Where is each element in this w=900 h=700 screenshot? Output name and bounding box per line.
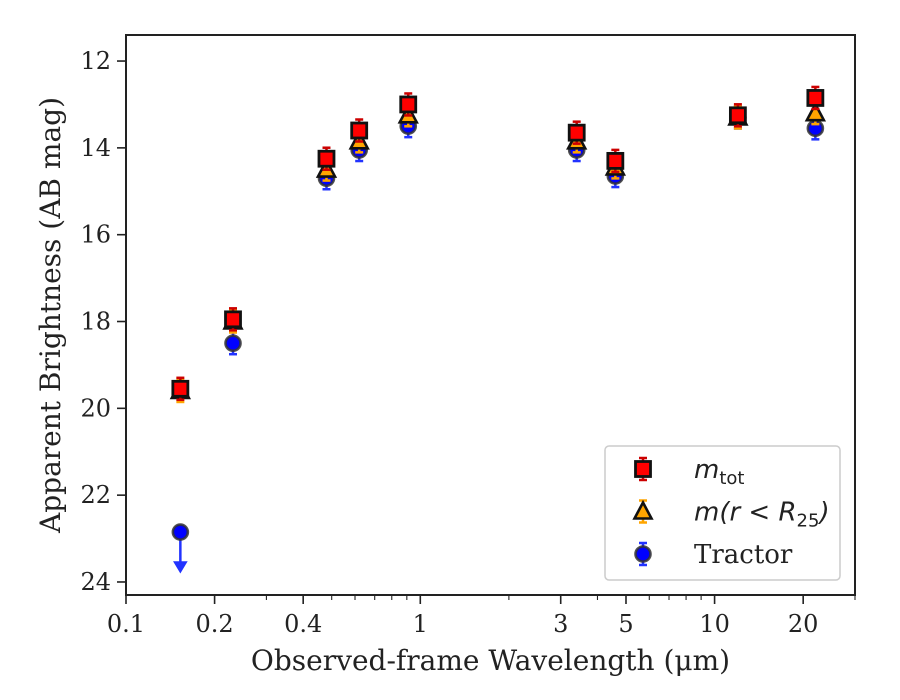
data-point-m_tot (606, 151, 625, 170)
y-tick-label: 16 (80, 221, 111, 249)
legend-entry-tractor: Tractor (634, 540, 793, 570)
data-point-m_tot (224, 310, 242, 329)
data-point-tractor (171, 523, 190, 541)
data-point-m_tot (399, 95, 418, 114)
data-point-tractor (224, 334, 242, 353)
legend-label-m_tot: mtot (694, 455, 744, 489)
axes: 0.1 0.2 0.4 1 3 5 10 20 12 14 16 18 20 22 24 (80, 34, 856, 638)
y-tick-label: 12 (80, 47, 111, 75)
upper-limit-arrow (173, 561, 188, 574)
legend: mtot m(r < R25) Tractor (604, 445, 841, 581)
legend-label-m_r_lt_R25: m(r < R25) (694, 498, 830, 532)
x-tick-label: 0.4 (284, 610, 322, 638)
x-tick-label: 0.2 (196, 610, 234, 638)
x-tick-label: 1 (413, 610, 428, 638)
legend-box (604, 445, 841, 581)
legend-label-tractor: Tractor (694, 540, 793, 570)
plot-area (169, 85, 827, 574)
data-point-m_r_lt_R25 (804, 101, 827, 122)
legend-marker-tractor (634, 545, 652, 563)
legend-entry-m_tot: mtot (634, 455, 744, 489)
data-point-m_tot (171, 379, 190, 398)
legend-label-sub: tot (719, 468, 744, 489)
y-tick-label: 24 (80, 568, 111, 596)
series-m_r_lt_R25 (169, 100, 827, 404)
series-m_tot (171, 85, 825, 402)
legend-marker-m_r_lt_R25 (632, 499, 654, 520)
y-tick-label: 20 (80, 394, 111, 422)
legend-label-base: m(r < R (694, 498, 797, 528)
legend-label-sub: 25 (797, 511, 820, 532)
data-point-m_tot (806, 89, 825, 107)
data-point-m_tot (728, 106, 747, 125)
y-axis-label: Apparent Brightness (AB mag) (34, 97, 67, 534)
x-tick-label: 5 (618, 610, 633, 638)
data-point-m_tot (350, 121, 369, 140)
legend-label-base: m (694, 455, 719, 485)
x-tick-label: 0.1 (107, 610, 145, 638)
data-point-m_tot (317, 149, 336, 168)
x-tick-label: 3 (553, 610, 568, 638)
x-tick-label: 20 (788, 610, 819, 638)
x-axis-label: Observed-frame Wavelength (μm) (251, 644, 730, 677)
plot-frame (125, 34, 856, 596)
x-tick-label: 10 (699, 610, 730, 638)
legend-marker-m_tot (634, 460, 652, 478)
legend-label-tail: ) (817, 498, 829, 528)
legend-entry-m_r_lt_R25: m(r < R25) (632, 498, 830, 532)
y-tick-label: 18 (80, 308, 111, 336)
y-tick-label: 22 (80, 481, 111, 509)
data-point-m_tot (567, 123, 586, 142)
y-tick-label: 14 (80, 134, 111, 162)
